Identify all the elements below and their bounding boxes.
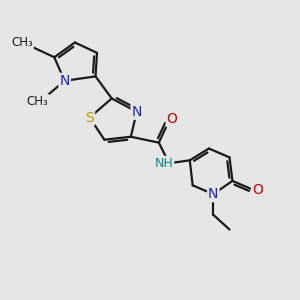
- Text: S: S: [85, 111, 94, 124]
- Text: O: O: [167, 112, 178, 126]
- Text: CH₃: CH₃: [11, 36, 33, 49]
- Text: N: N: [132, 105, 142, 119]
- Text: O: O: [252, 183, 263, 197]
- Text: N: N: [59, 74, 70, 88]
- Text: N: N: [208, 187, 218, 201]
- Text: NH: NH: [154, 157, 173, 170]
- Text: CH₃: CH₃: [27, 95, 48, 108]
